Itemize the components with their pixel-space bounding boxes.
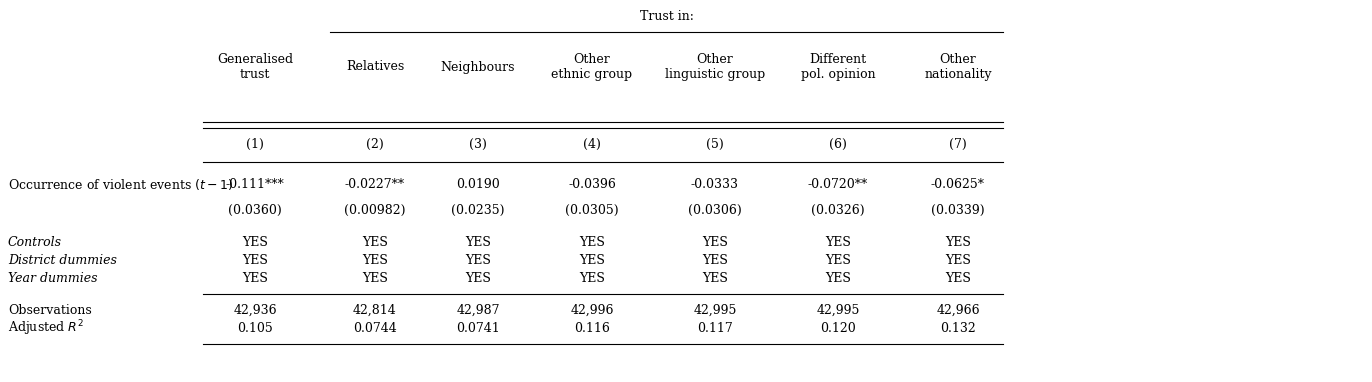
Text: YES: YES bbox=[825, 254, 851, 267]
Text: (0.00982): (0.00982) bbox=[344, 204, 406, 217]
Text: Neighbours: Neighbours bbox=[440, 60, 516, 73]
Text: Occurrence of violent events $(t-1)$: Occurrence of violent events $(t-1)$ bbox=[8, 178, 233, 193]
Text: -0.0396: -0.0396 bbox=[568, 178, 616, 191]
Text: (6): (6) bbox=[829, 138, 847, 151]
Text: 0.0190: 0.0190 bbox=[456, 178, 499, 191]
Text: 0.0741: 0.0741 bbox=[456, 322, 499, 335]
Text: YES: YES bbox=[362, 272, 388, 285]
Text: -0.0333: -0.0333 bbox=[691, 178, 740, 191]
Text: (5): (5) bbox=[707, 138, 724, 151]
Text: (0.0326): (0.0326) bbox=[811, 204, 864, 217]
Text: 0.116: 0.116 bbox=[573, 322, 611, 335]
Text: (7): (7) bbox=[949, 138, 967, 151]
Text: (3): (3) bbox=[469, 138, 487, 151]
Text: Relatives: Relatives bbox=[346, 60, 405, 73]
Text: YES: YES bbox=[579, 254, 605, 267]
Text: 42,814: 42,814 bbox=[353, 304, 397, 317]
Text: (4): (4) bbox=[583, 138, 601, 151]
Text: 0.132: 0.132 bbox=[940, 322, 975, 335]
Text: 0.117: 0.117 bbox=[697, 322, 733, 335]
Text: YES: YES bbox=[945, 272, 971, 285]
Text: 42,966: 42,966 bbox=[936, 304, 980, 317]
Text: 42,995: 42,995 bbox=[816, 304, 860, 317]
Text: District dummies: District dummies bbox=[8, 254, 117, 267]
Text: YES: YES bbox=[241, 254, 268, 267]
Text: YES: YES bbox=[702, 235, 729, 249]
Text: (0.0339): (0.0339) bbox=[932, 204, 985, 217]
Text: Observations: Observations bbox=[8, 304, 92, 317]
Text: 0.120: 0.120 bbox=[820, 322, 856, 335]
Text: YES: YES bbox=[362, 254, 388, 267]
Text: YES: YES bbox=[702, 272, 729, 285]
Text: YES: YES bbox=[825, 235, 851, 249]
Text: YES: YES bbox=[579, 235, 605, 249]
Text: 0.0744: 0.0744 bbox=[353, 322, 397, 335]
Text: YES: YES bbox=[241, 272, 268, 285]
Text: Generalised
trust: Generalised trust bbox=[217, 53, 294, 81]
Text: Trust in:: Trust in: bbox=[639, 10, 693, 24]
Text: 42,996: 42,996 bbox=[571, 304, 613, 317]
Text: (2): (2) bbox=[366, 138, 384, 151]
Text: 42,995: 42,995 bbox=[693, 304, 737, 317]
Text: 0.105: 0.105 bbox=[237, 322, 273, 335]
Text: Different
pol. opinion: Different pol. opinion bbox=[801, 53, 875, 81]
Text: (0.0305): (0.0305) bbox=[565, 204, 619, 217]
Text: -0.0720**: -0.0720** bbox=[808, 178, 868, 191]
Text: 42,936: 42,936 bbox=[233, 304, 277, 317]
Text: -0.0625*: -0.0625* bbox=[932, 178, 985, 191]
Text: Other
linguistic group: Other linguistic group bbox=[665, 53, 766, 81]
Text: (0.0306): (0.0306) bbox=[689, 204, 742, 217]
Text: YES: YES bbox=[465, 235, 491, 249]
Text: YES: YES bbox=[465, 254, 491, 267]
Text: Controls: Controls bbox=[8, 235, 62, 249]
Text: YES: YES bbox=[945, 235, 971, 249]
Text: YES: YES bbox=[241, 235, 268, 249]
Text: YES: YES bbox=[579, 272, 605, 285]
Text: YES: YES bbox=[825, 272, 851, 285]
Text: Other
ethnic group: Other ethnic group bbox=[552, 53, 632, 81]
Text: YES: YES bbox=[362, 235, 388, 249]
Text: Year dummies: Year dummies bbox=[8, 272, 97, 285]
Text: (0.0360): (0.0360) bbox=[228, 204, 281, 217]
Text: YES: YES bbox=[702, 254, 729, 267]
Text: (1): (1) bbox=[246, 138, 263, 151]
Text: Adjusted $R^2$: Adjusted $R^2$ bbox=[8, 318, 84, 338]
Text: Other
nationality: Other nationality bbox=[925, 53, 992, 81]
Text: -0.111***: -0.111*** bbox=[225, 178, 284, 191]
Text: -0.0227**: -0.0227** bbox=[344, 178, 405, 191]
Text: (0.0235): (0.0235) bbox=[451, 204, 505, 217]
Text: YES: YES bbox=[465, 272, 491, 285]
Text: 42,987: 42,987 bbox=[457, 304, 499, 317]
Text: YES: YES bbox=[945, 254, 971, 267]
